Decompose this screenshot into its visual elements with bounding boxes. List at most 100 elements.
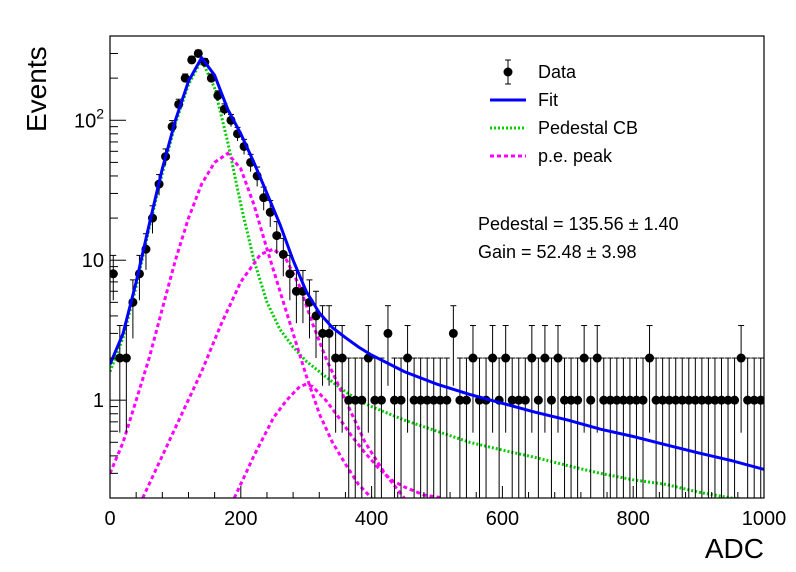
data-point (344, 395, 354, 405)
data-point (684, 395, 694, 405)
data-point (383, 328, 393, 338)
data-point (357, 395, 367, 405)
data-point (318, 328, 328, 338)
legend-label: Pedestal CB (538, 118, 638, 138)
data-point (396, 395, 406, 405)
data-point (376, 395, 386, 405)
data-point (716, 395, 726, 405)
data-point (514, 395, 524, 405)
data-point (612, 395, 622, 405)
data-point (697, 395, 707, 405)
data-point (586, 395, 596, 405)
data-point (560, 395, 570, 405)
fit-result-line: Pedestal = 135.56 ± 1.40 (478, 214, 679, 234)
data-point (625, 395, 635, 405)
data-point (389, 395, 399, 405)
data-point (409, 395, 419, 405)
data-point (546, 395, 556, 405)
pe-peak-curve (232, 382, 444, 498)
data-point (435, 395, 445, 405)
legend-data-marker (503, 67, 513, 77)
data-point (553, 353, 563, 363)
data-point (664, 395, 674, 405)
data-point (730, 395, 740, 405)
data-point (573, 395, 583, 405)
data-point (703, 395, 713, 405)
data-point (592, 353, 602, 363)
data-point (193, 48, 203, 58)
data-point (488, 353, 498, 363)
legend: Data Fit Pedestal CB p.e. peak (490, 59, 638, 166)
data-point (631, 395, 641, 405)
data-point (455, 395, 465, 405)
data-point (566, 395, 576, 405)
legend-label: Data (538, 62, 577, 82)
data-point (331, 353, 341, 363)
x-axis-label: ADC (705, 533, 764, 564)
data-point (599, 395, 609, 405)
x-tick-label: 800 (617, 508, 650, 530)
x-tick-label: 600 (486, 508, 519, 530)
data-point (272, 231, 282, 241)
pedestal-cb-curve (110, 56, 748, 498)
data-point (756, 395, 764, 405)
fit-result-line: Gain = 52.48 ± 3.98 (478, 242, 637, 262)
data-point (671, 395, 681, 405)
data-point (749, 395, 759, 405)
data-point (461, 395, 471, 405)
data-point (285, 269, 295, 279)
y-tick-label: 10 (82, 250, 104, 272)
data-point (115, 353, 125, 363)
data-point (540, 353, 550, 363)
data-point (259, 193, 269, 203)
data-point (429, 395, 439, 405)
data-point (605, 395, 615, 405)
data-point (579, 353, 589, 363)
data-point (645, 353, 655, 363)
data-point (442, 395, 452, 405)
data-point (422, 395, 432, 405)
data-point (187, 55, 197, 65)
data-point (448, 328, 458, 338)
fit-curve (110, 54, 764, 471)
x-tick-label: 1000 (742, 508, 787, 530)
pe-peak-curve (110, 151, 373, 498)
data-point (416, 395, 426, 405)
y-axis-label: Events (21, 46, 52, 132)
data-point (723, 395, 733, 405)
plot-area (110, 48, 764, 498)
fit-results-box: Pedestal = 135.56 ± 1.40 Gain = 52.48 ± 3… (478, 214, 679, 262)
y-tick-exponent: 2 (96, 105, 104, 121)
data-point (533, 395, 543, 405)
data-point (121, 353, 131, 363)
data-point (324, 328, 334, 338)
data-point (638, 395, 648, 405)
data-point (501, 353, 511, 363)
data-point (618, 395, 628, 405)
data-point (337, 353, 347, 363)
data-point (403, 353, 413, 363)
x-tick-label: 0 (104, 508, 115, 530)
data-point (507, 395, 517, 405)
data-point (468, 353, 478, 363)
data-point (520, 395, 530, 405)
data-point (710, 395, 720, 405)
data-point (527, 353, 537, 363)
data-point (350, 395, 360, 405)
data-point (291, 286, 301, 296)
data-point (370, 395, 380, 405)
data-point (690, 395, 700, 405)
data-point (736, 353, 746, 363)
data-point (677, 395, 687, 405)
data-point (658, 395, 668, 405)
data-point (743, 395, 753, 405)
x-tick-label: 200 (224, 508, 257, 530)
x-tick-label: 400 (355, 508, 388, 530)
legend-label: Fit (538, 90, 558, 110)
y-tick-label: 1 (93, 390, 104, 412)
data-point (278, 249, 288, 259)
data-point (651, 395, 661, 405)
legend-label: p.e. peak (538, 146, 613, 166)
